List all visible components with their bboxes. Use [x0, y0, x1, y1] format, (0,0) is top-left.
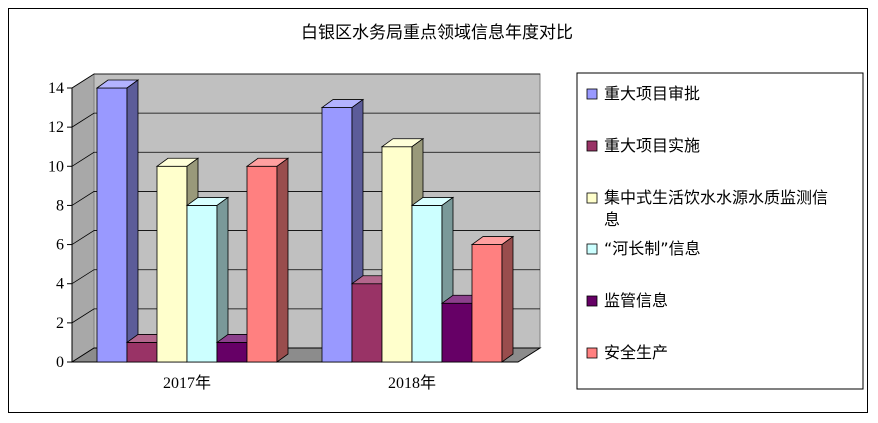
x-category-label: 2017年	[163, 374, 211, 392]
bar-side	[126, 79, 139, 363]
legend-box	[576, 72, 864, 390]
legend-swatch	[586, 140, 598, 152]
bar-side	[501, 235, 514, 363]
y-tick-label: 6	[56, 237, 64, 254]
bar-front	[216, 342, 248, 363]
bar-front	[246, 165, 278, 363]
y-tick-label: 10	[48, 158, 64, 175]
legend-label: 重大项目实施	[604, 136, 700, 155]
legend-swatch	[586, 295, 598, 307]
legend-label: 安全生产	[604, 343, 668, 362]
legend-item: 重大项目实施	[586, 136, 700, 155]
legend-item: 重大项目审批	[586, 84, 700, 103]
y-tick-label: 4	[56, 276, 64, 293]
bar-front	[471, 244, 503, 363]
legend-item: 监管信息	[586, 291, 668, 310]
legend-swatch	[586, 347, 598, 359]
legend-swatch	[586, 88, 598, 100]
y-tick-label: 12	[48, 119, 64, 136]
bar	[95, 79, 140, 363]
bar-front	[441, 302, 473, 363]
bar-front	[186, 205, 218, 363]
legend-swatch	[586, 192, 598, 204]
bar	[185, 196, 230, 363]
y-tick-label: 0	[56, 354, 64, 371]
bar-front	[411, 205, 443, 363]
bar-front	[156, 165, 188, 363]
bar-front	[96, 87, 128, 363]
bar	[470, 235, 515, 363]
legend-item: “河长制”信息	[586, 239, 701, 258]
chart-title: 白银区水务局重点领域信息年度对比	[301, 23, 573, 43]
bar-front	[321, 107, 353, 363]
bar-side	[276, 157, 289, 363]
y-tick-label: 14	[48, 80, 64, 97]
bar-front	[381, 146, 413, 363]
side-wall	[71, 73, 95, 363]
legend-label-line: 集中式生活饮水水源水质监测信	[604, 188, 828, 207]
legend-label-line: 息	[604, 210, 620, 229]
bar	[245, 157, 290, 363]
y-tick-label: 2	[56, 315, 64, 332]
bar-front	[126, 342, 158, 363]
legend-item: 安全生产	[586, 343, 668, 362]
legend-label: 重大项目审批	[604, 84, 700, 103]
legend-swatch	[586, 243, 598, 255]
legend-label: “河长制”信息	[604, 239, 701, 258]
gridline	[71, 73, 540, 89]
y-tick-label: 8	[56, 197, 64, 214]
gridline	[71, 112, 540, 128]
x-category-label: 2018年	[388, 374, 436, 392]
legend-label: 监管信息	[604, 291, 668, 310]
bar-front	[351, 283, 383, 363]
